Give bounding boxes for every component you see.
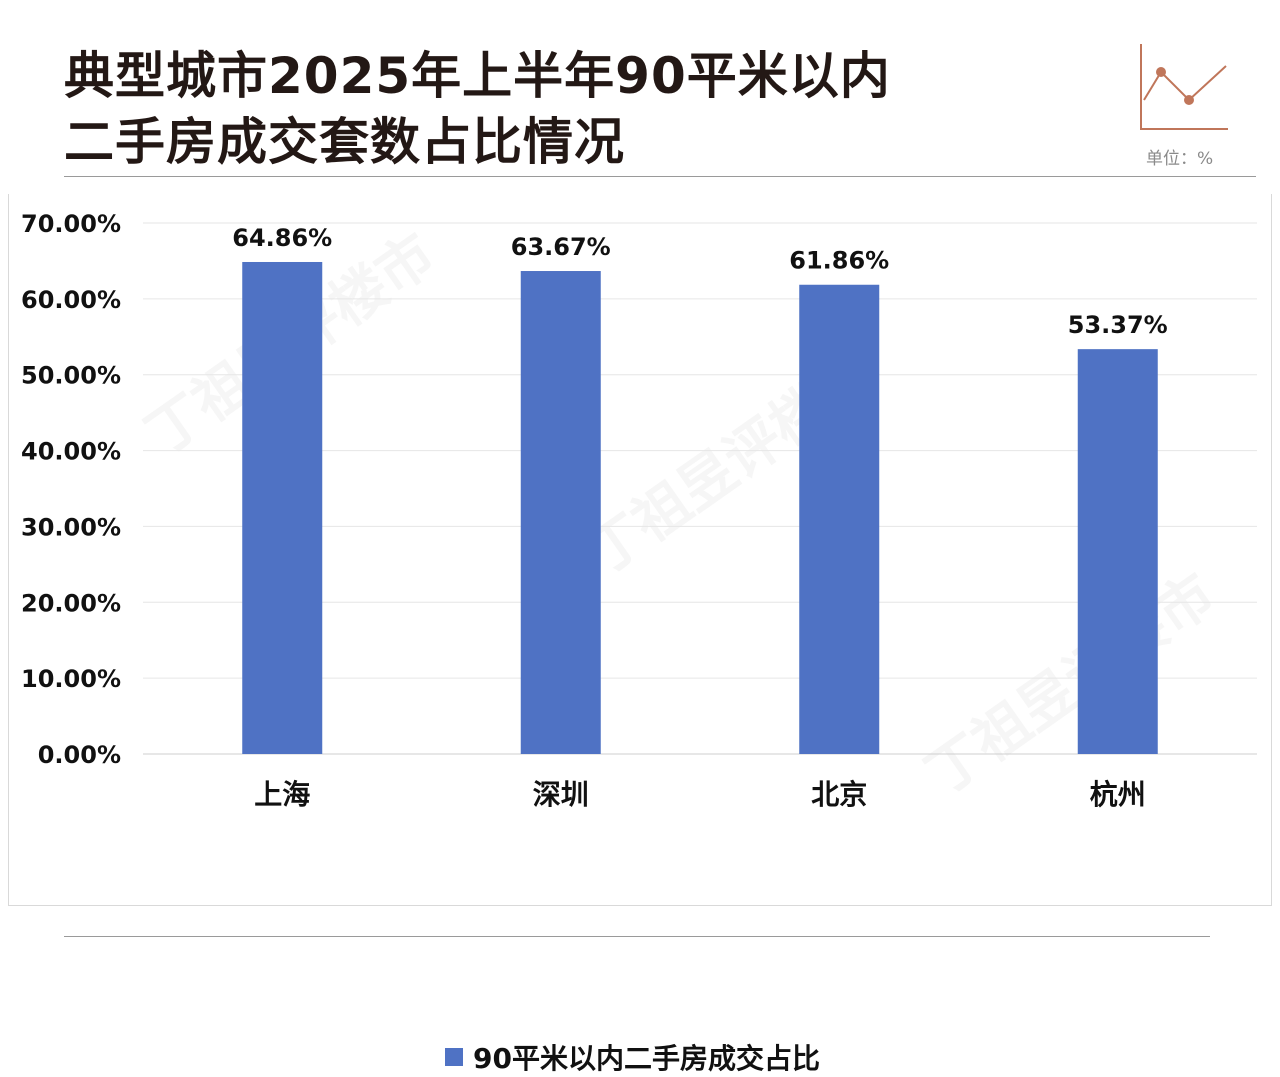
y-tick-label: 40.00% <box>21 438 121 466</box>
bar <box>799 284 880 754</box>
line-chart-icon <box>1140 44 1228 130</box>
legend: 90平米以内二手房成交占比 <box>445 1039 820 1075</box>
y-tick-label: 70.00% <box>21 210 121 238</box>
chart-frame: 0.00% 10.00% 20.00% 30.00% 40.00% 50.00% 60.00… <box>8 194 1272 1075</box>
bar <box>520 271 601 754</box>
bar <box>1077 349 1158 754</box>
data-label: 61.86% <box>789 247 889 275</box>
y-tick-label: 60.00% <box>21 286 121 314</box>
y-tick-label: 10.00% <box>21 665 121 693</box>
x-tick-label: 上海 <box>254 778 310 811</box>
x-tick-label: 北京 <box>811 778 867 811</box>
data-label: 53.37% <box>1068 311 1168 339</box>
bottom-divider <box>64 936 1210 937</box>
y-tick-label: 30.00% <box>21 513 121 541</box>
y-tick-label: 0.00% <box>38 741 121 769</box>
title-divider <box>64 176 1256 177</box>
y-tick-label: 50.00% <box>21 362 121 390</box>
unit-label: 单位：% <box>1146 149 1214 169</box>
legend-label: 90平米以内二手房成交占比 <box>473 1042 820 1075</box>
data-label: 64.86% <box>232 224 332 252</box>
legend-swatch <box>445 1048 463 1066</box>
bar <box>242 261 323 754</box>
chart-title-line-2: 二手房成交套数占比情况 <box>64 113 625 171</box>
chart-title-line-1: 典型城市2025年上半年90平米以内 <box>64 47 891 105</box>
y-tick-label: 20.00% <box>21 589 121 617</box>
x-tick-label: 深圳 <box>533 778 589 811</box>
bar-chart: 0.00% 10.00% 20.00% 30.00% 40.00% 50.00% 60.00… <box>21 210 1257 811</box>
data-label: 63.67% <box>511 233 611 261</box>
x-tick-label: 杭州 <box>1090 778 1146 811</box>
